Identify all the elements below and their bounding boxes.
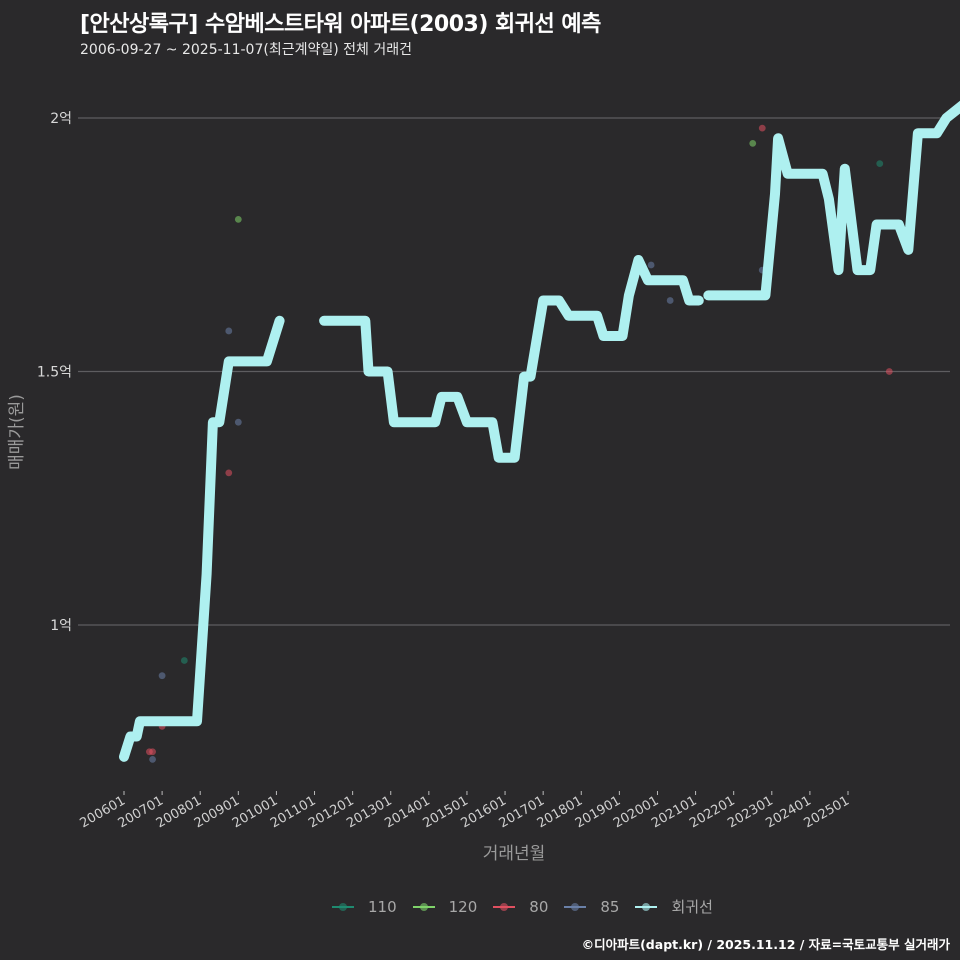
regression-line-segment — [319, 255, 704, 463]
legend-swatch-icon — [330, 899, 356, 915]
data-point-85 — [158, 672, 166, 680]
y-axis-ticks: 1억 1.5억 2억 — [37, 111, 72, 634]
y-tick-label: 1.5억 — [37, 365, 72, 381]
x-axis-title: 거래년월 — [483, 844, 546, 864]
legend-label: 110 — [368, 897, 397, 916]
data-point-110 — [180, 657, 188, 664]
data-point-80 — [225, 469, 233, 477]
data-point-80 — [885, 368, 893, 375]
regression-line-segment — [703, 100, 960, 301]
legend-swatch-icon — [411, 899, 437, 915]
y-axis-title: 매매가(원) — [7, 394, 27, 470]
legend-label: 회귀선 — [671, 898, 713, 916]
legend-label: 120 — [448, 897, 478, 916]
data-point-85 — [666, 297, 674, 304]
data-point-85 — [225, 327, 233, 335]
legend-label: 85 — [600, 897, 620, 916]
y-tick-label: 1억 — [50, 618, 72, 634]
chart-title: [안산상록구] 수암베스트타워 아파트(2003) 회귀선 예측 — [80, 12, 601, 37]
legend-label: 80 — [529, 897, 549, 916]
data-point-80 — [758, 124, 766, 132]
regression-line — [119, 100, 960, 762]
data-point-120 — [749, 139, 757, 147]
legend-item: 85 — [562, 898, 619, 916]
legend-item: 110 — [330, 898, 397, 916]
data-point-85 — [647, 261, 655, 269]
x-axis-ticks: 2006012007012008012009012010012011012012… — [78, 791, 852, 831]
legend: 110 120 80 85 회귀선 — [330, 896, 727, 917]
legend-swatch-icon — [633, 899, 659, 915]
data-point-85 — [149, 755, 156, 763]
data-point-80 — [149, 748, 156, 756]
legend-item: 120 — [411, 897, 478, 916]
regression-line-segment — [119, 315, 285, 762]
data-point-120 — [234, 216, 242, 223]
footer-credit: ©디아파트(dapt.kr) / 2025.11.12 / 자료=국토교통부 실… — [581, 937, 950, 952]
chart-subtitle: 2006-09-27 ~ 2025-11-07(최근계약일) 전체 거래건 — [80, 42, 412, 58]
legend-item: 80 — [491, 898, 548, 916]
legend-swatch-icon — [562, 899, 588, 915]
data-point-110 — [876, 160, 884, 168]
y-tick-label: 2억 — [50, 111, 72, 127]
legend-item: 회귀선 — [633, 896, 713, 917]
legend-swatch-icon — [491, 899, 517, 915]
data-point-85 — [234, 418, 242, 426]
